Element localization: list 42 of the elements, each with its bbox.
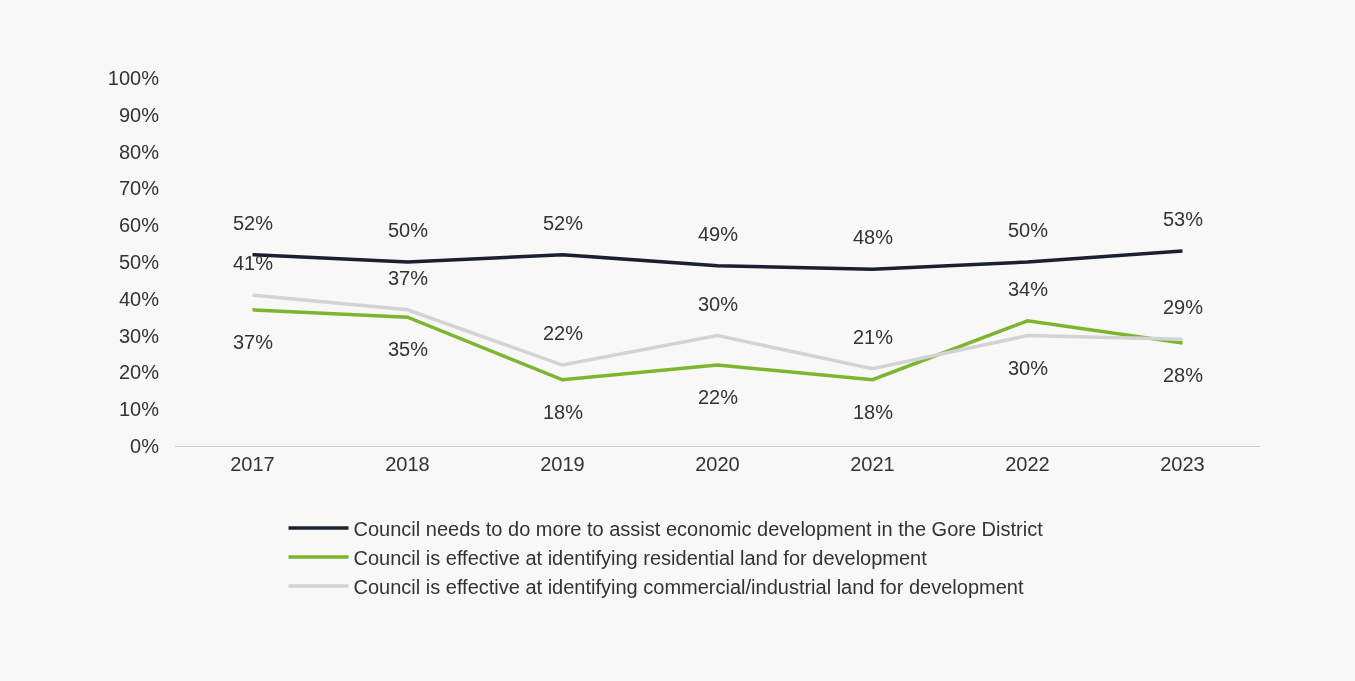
x-tick-label: 2017 <box>230 453 275 475</box>
data-label: 37% <box>388 267 429 289</box>
y-tick-label: 40% <box>118 287 160 310</box>
y-tick-label: 30% <box>118 324 160 347</box>
data-label: 22% <box>543 322 584 344</box>
data-label: 50% <box>388 219 429 241</box>
legend-label: Council is effective at identifying residential land for development <box>353 546 928 569</box>
data-label: 18% <box>543 401 584 423</box>
y-tick-label: 20% <box>118 361 160 384</box>
data-label: 21% <box>853 326 894 348</box>
y-tick-label: 0% <box>130 435 160 457</box>
data-label: 41% <box>233 252 274 274</box>
data-label: 18% <box>853 401 894 423</box>
y-tick-label: 60% <box>118 214 160 237</box>
data-label: 52% <box>543 212 584 234</box>
x-tick-label: 2020 <box>695 453 740 475</box>
data-label: 50% <box>1008 219 1049 241</box>
data-label: 30% <box>1008 357 1049 379</box>
y-tick-label: 50% <box>118 251 160 273</box>
y-tick-label: 10% <box>118 398 160 421</box>
y-tick-label: 100% <box>107 67 160 89</box>
y-tick-label: 80% <box>118 140 160 163</box>
data-label: 34% <box>1008 278 1049 300</box>
legend-label: Council needs to do more to assist economic development in the Gore District <box>353 517 1044 540</box>
data-label: 28% <box>1163 364 1204 386</box>
data-label: 29% <box>1163 296 1204 318</box>
data-label: 22% <box>698 386 739 408</box>
data-label: 53% <box>1163 208 1204 230</box>
legend-label: Council is effective at identifying commercial/industrial land for development <box>353 575 1024 598</box>
data-label: 52% <box>233 212 274 234</box>
x-tick-label: 2023 <box>1160 453 1205 475</box>
data-label: 37% <box>233 331 274 353</box>
x-tick-label: 2018 <box>385 453 430 475</box>
x-tick-label: 2021 <box>850 453 895 475</box>
x-tick-label: 2019 <box>540 453 585 475</box>
data-label: 48% <box>853 226 894 248</box>
y-tick-label: 90% <box>118 103 160 126</box>
y-tick-label: 70% <box>118 177 160 200</box>
data-label: 49% <box>698 223 739 245</box>
x-tick-label: 2022 <box>1005 453 1050 475</box>
data-label: 35% <box>388 338 429 360</box>
data-label: 30% <box>698 293 739 315</box>
